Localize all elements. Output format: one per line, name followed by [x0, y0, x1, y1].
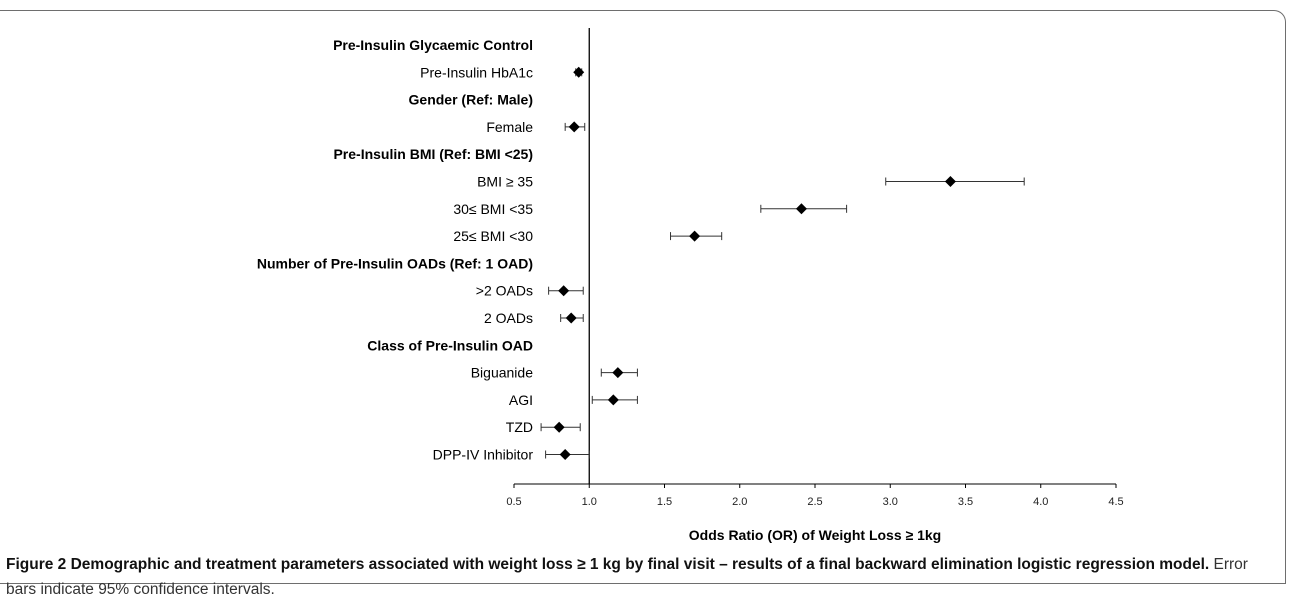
odds-ratio-marker [795, 203, 807, 215]
row-label: 25≤ BMI <30 [453, 228, 533, 244]
row-label: Biguanide [471, 365, 533, 381]
odds-ratio-marker [558, 285, 570, 297]
group-header-label: Pre-Insulin BMI (Ref: BMI <25) [333, 146, 533, 162]
row-label: DPP-IV Inhibitor [433, 447, 534, 463]
x-tick-label: 1.5 [657, 496, 672, 508]
x-tick-label: 4.5 [1108, 496, 1123, 508]
odds-ratio-marker [689, 230, 701, 242]
group-header-label: Number of Pre-Insulin OADs (Ref: 1 OAD) [257, 255, 533, 271]
estimate-row [548, 285, 584, 297]
x-tick-label: 2.0 [732, 496, 747, 508]
x-tick-label: 2.5 [807, 496, 822, 508]
group-header-label: Class of Pre-Insulin OAD [367, 337, 533, 353]
row-label: 2 OADs [484, 310, 533, 326]
estimate-row [670, 230, 723, 242]
estimate-row [591, 394, 638, 406]
row-label: >2 OADs [476, 283, 533, 299]
row-label: BMI ≥ 35 [477, 174, 533, 190]
odds-ratio-marker [565, 312, 577, 324]
estimate-row [573, 66, 585, 78]
forest-plot: Pre-Insulin Glycaemic Control Pre-Insulin… [257, 28, 1124, 543]
row-label: AGI [509, 392, 533, 408]
group-header-label: Pre-Insulin Glycaemic Control [333, 37, 533, 53]
figure-frame [0, 10, 1286, 584]
row-label: Pre-Insulin HbA1c [420, 64, 533, 80]
estimate-row [560, 312, 584, 324]
x-axis: 0.5 1.0 1.5 2.0 2.5 3.0 3.5 4.0 4.5 [506, 483, 1124, 508]
plot-marks [540, 28, 1025, 484]
estimate-row [885, 176, 1025, 187]
odds-ratio-marker [568, 121, 580, 133]
row-labels: Pre-Insulin Glycaemic Control Pre-Insulin… [257, 37, 533, 463]
x-tick-label: 0.5 [506, 496, 521, 508]
group-header-label: Gender (Ref: Male) [409, 92, 533, 108]
odds-ratio-marker [573, 66, 585, 78]
estimate-row [540, 421, 581, 433]
estimate-row [760, 203, 848, 215]
odds-ratio-marker [944, 176, 956, 187]
odds-ratio-marker [612, 367, 624, 379]
odds-ratio-marker [559, 449, 571, 460]
caption-title: Figure 2 Demographic and treatment param… [6, 556, 1210, 573]
row-label: 30≤ BMI <35 [453, 201, 533, 217]
row-label: TZD [506, 419, 533, 435]
estimate-row [564, 121, 586, 133]
odds-ratio-marker [553, 421, 565, 433]
row-label: Female [486, 119, 533, 135]
odds-ratio-marker [607, 394, 619, 406]
estimate-row [600, 367, 638, 379]
x-axis-title: Odds Ratio (OR) of Weight Loss ≥ 1kg [689, 527, 941, 543]
x-tick-label: 3.5 [958, 496, 973, 508]
estimate-row [545, 449, 590, 460]
x-tick-label: 4.0 [1033, 496, 1048, 508]
x-tick-label: 3.0 [883, 496, 898, 508]
caption-note: Error bars indicate 95% confidence inter… [6, 556, 1248, 598]
x-tick-label: 1.0 [582, 496, 597, 508]
figure-caption: Figure 2 Demographic and treatment param… [6, 552, 1276, 602]
